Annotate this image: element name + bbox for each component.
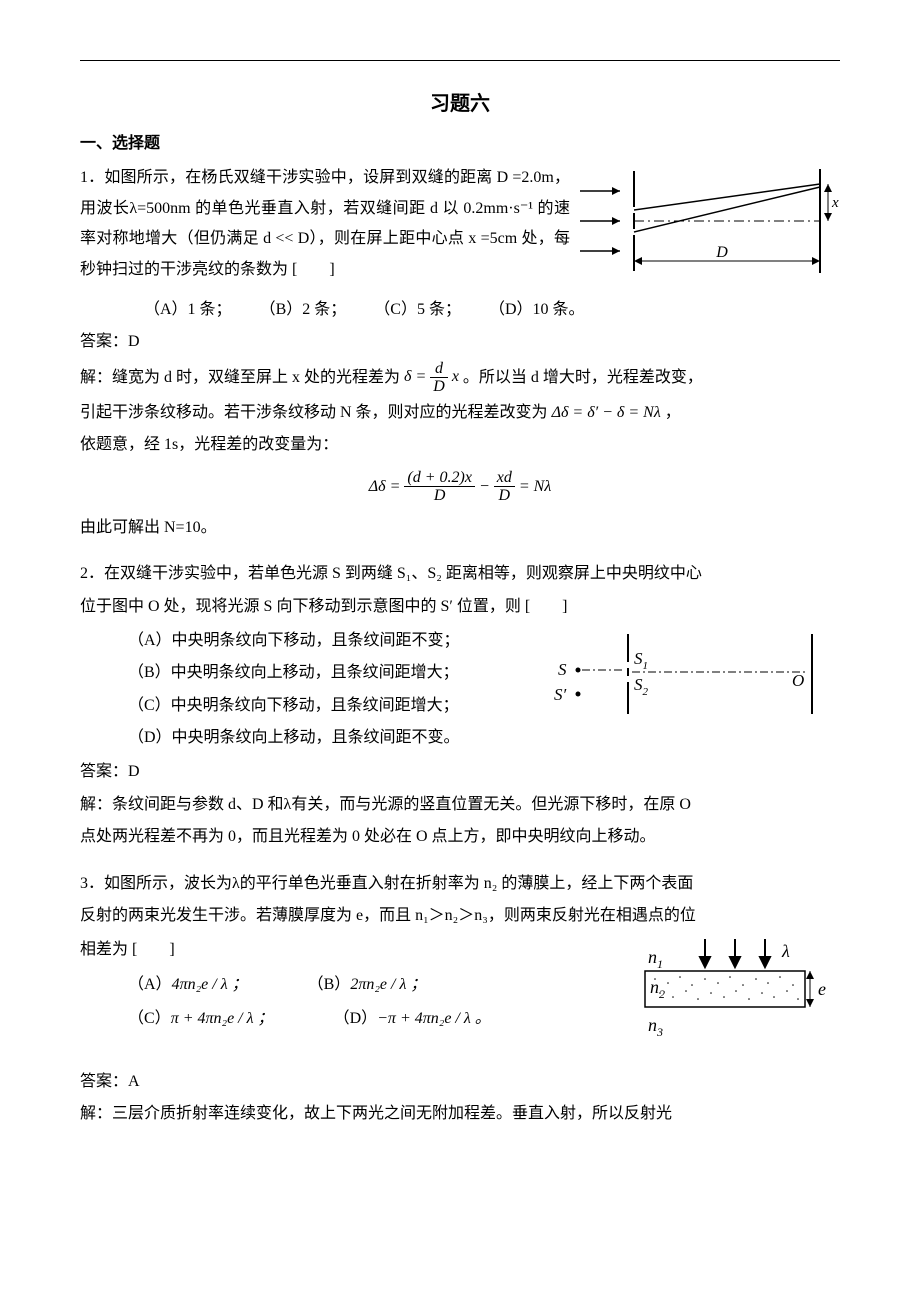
question-1: 1．如图所示，在杨氏双缝干涉实验中，设屏到双缝的距离 D =2.0m，用波长λ=… <box>80 161 840 292</box>
top-rule <box>80 60 840 61</box>
q3-optA-math: 4πn₂e / λ ； <box>172 976 248 993</box>
q1-f-num: d <box>430 360 448 379</box>
q2-optC: （C）中央明条纹向下移动，且条纹间距增大； <box>80 691 550 721</box>
q3-body2: 反射的两束光发生干涉。若薄膜厚度为 e，而且 n₁＞n₂＞n₃，则两束反射光在相… <box>80 901 840 931</box>
q3-opt-row1: （A）4πn₂e / λ ； （B）2πn₂e / λ ； <box>80 970 610 1000</box>
spacer2 <box>80 855 840 867</box>
svg-text:x: x <box>831 195 839 211</box>
q3-sol: 解：三层介质折射率连续变化，故上下两光之间无附加程差。垂直入射，所以反射光 <box>80 1099 840 1129</box>
svg-text:O: O <box>792 671 804 690</box>
q1-sol-line1: 解：缝宽为 d 时，双缝至屏上 x 处的光程差为 δ = dD x 。所以当 d… <box>80 360 840 396</box>
svg-text:λ: λ <box>781 941 790 961</box>
q1-sol-line4: 由此可解出 N=10。 <box>80 513 840 543</box>
svg-text:n1: n1 <box>648 947 663 971</box>
q3-optB-math: 2πn₂e / λ ； <box>350 976 426 993</box>
q1-sol1b: 。所以当 d 增大时，光程差改变， <box>463 368 703 385</box>
q1-optC: （C）5 条； <box>374 301 453 318</box>
svg-text:n2: n2 <box>650 977 665 1001</box>
q1-f-x: x <box>452 368 459 385</box>
q1-eq-den1: D <box>404 487 475 505</box>
q1-options: （A）1 条； （B）2 条； （C）5 条； （D）10 条。 <box>80 295 840 325</box>
q2-optB: （B）中央明条纹向上移动，且条纹间距增大； <box>80 658 550 688</box>
q2-optD: （D）中央明条纹向上移动，且条纹间距不变。 <box>80 723 550 753</box>
q2-sol1: 解：条纹间距与参数 d、D 和λ有关，而与光源的竖直位置无关。但光源下移时，在原… <box>80 790 840 820</box>
svg-text:S2: S2 <box>634 675 649 698</box>
q2-figure: S S′ S1 S2 O <box>550 624 840 734</box>
question-2-opts-fig: （A）中央明条纹向下移动，且条纹间距不变； （B）中央明条纹向上移动，且条纹间距… <box>80 624 840 756</box>
q3-body3: 相差为 [ ] <box>80 935 610 965</box>
q3-answer: 答案：A <box>80 1067 840 1097</box>
q2-body1: 2．在双缝干涉实验中，若单色光源 S 到两缝 S₁、S₂ 距离相等，则观察屏上中… <box>80 559 840 589</box>
q1-eq-den2: D <box>494 487 515 505</box>
q1-eq-num2: xd <box>494 469 515 488</box>
q1-eq-minus: − <box>479 477 494 494</box>
q1-body: 1．如图所示，在杨氏双缝干涉实验中，设屏到双缝的距离 D =2.0m，用波长λ=… <box>80 163 570 285</box>
q3-optD-pre: （D） <box>334 1010 378 1027</box>
q2-sol2: 点处两光程差不再为 0，而且光程差为 0 处必在 O 点上方，即中央明纹向上移动… <box>80 822 840 852</box>
q3-optC-pre: （C） <box>128 1010 171 1027</box>
question-3-row: 相差为 [ ] （A）4πn₂e / λ ； （B）2πn₂e / λ ； （C… <box>80 933 840 1064</box>
spacer <box>80 545 840 557</box>
q3-optD: （D）−π + 4πn₂e / λ 。 <box>334 1004 491 1034</box>
q3-optB-pre: （B） <box>308 976 351 993</box>
q3-opt-row2: （C）π + 4πn₂e / λ ； （D）−π + 4πn₂e / λ 。 <box>80 1004 610 1034</box>
svg-text:n3: n3 <box>648 1015 663 1039</box>
q3-figure: λ n1 n2 e n3 <box>610 933 840 1053</box>
q1-optA: （A）1 条； <box>144 301 224 318</box>
q1-f-den: D <box>430 378 448 396</box>
q1-answer: 答案：D <box>80 327 840 357</box>
q2-answer: 答案：D <box>80 757 840 787</box>
q3-optC-math: π + 4πn₂e / λ ； <box>171 1010 274 1027</box>
q1-figure: x D <box>570 161 840 281</box>
q1-sol-line3: 依题意，经 1s，光程差的改变量为： <box>80 430 840 460</box>
q3-optB: （B）2πn₂e / λ ； <box>308 970 427 1000</box>
svg-text:D: D <box>715 244 728 261</box>
q3-optA-pre: （A） <box>128 976 172 993</box>
q1-sol2a: 引起干涉条纹移动。若干涉条纹移动 N 条，则对应的光程差改变为 <box>80 404 548 421</box>
q1-f-Ddelta: Δδ = δ′ − δ = Nλ <box>552 404 661 421</box>
page-title: 习题六 <box>80 85 840 123</box>
q1-display-formula: Δδ = (d + 0.2)xD − xdD = Nλ <box>80 469 840 505</box>
q1-sol-line2: 引起干涉条纹移动。若干涉条纹移动 N 条，则对应的光程差改变为 Δδ = δ′ … <box>80 398 840 428</box>
q1-sol2b: ， <box>665 404 681 421</box>
q1-sol1a: 解：缝宽为 d 时，双缝至屏上 x 处的光程差为 <box>80 368 400 385</box>
q3-body1: 3．如图所示，波长为λ的平行单色光垂直入射在折射率为 n₂ 的薄膜上，经上下两个… <box>80 869 840 899</box>
q2-optA: （A）中央明条纹向下移动，且条纹间距不变； <box>80 626 550 656</box>
q3-optA: （A）4πn₂e / λ ； <box>128 970 248 1000</box>
q1-eq-rhs: = Nλ <box>519 477 551 494</box>
q3-optD-math: −π + 4πn₂e / λ 。 <box>377 1010 491 1027</box>
section-heading: 一、选择题 <box>80 129 840 159</box>
svg-text:S1: S1 <box>634 649 648 672</box>
svg-text:S′: S′ <box>554 685 567 704</box>
q1-optB: （B）2 条； <box>260 301 339 318</box>
q1-eq-lhs: Δδ = <box>369 477 401 494</box>
q1-inline-formula: δ = dD x <box>404 368 463 385</box>
q1-optD: （D）10 条。 <box>489 301 585 318</box>
q2-body2: 位于图中 O 处，现将光源 S 向下移动到示意图中的 S′ 位置，则 [ ] <box>80 592 840 622</box>
svg-text:S: S <box>558 660 567 679</box>
q1-eq-num1: (d + 0.2)x <box>404 469 475 488</box>
q3-optC: （C）π + 4πn₂e / λ ； <box>128 1004 274 1034</box>
q1-f-delta: δ = <box>404 368 426 385</box>
svg-text:e: e <box>818 979 826 999</box>
